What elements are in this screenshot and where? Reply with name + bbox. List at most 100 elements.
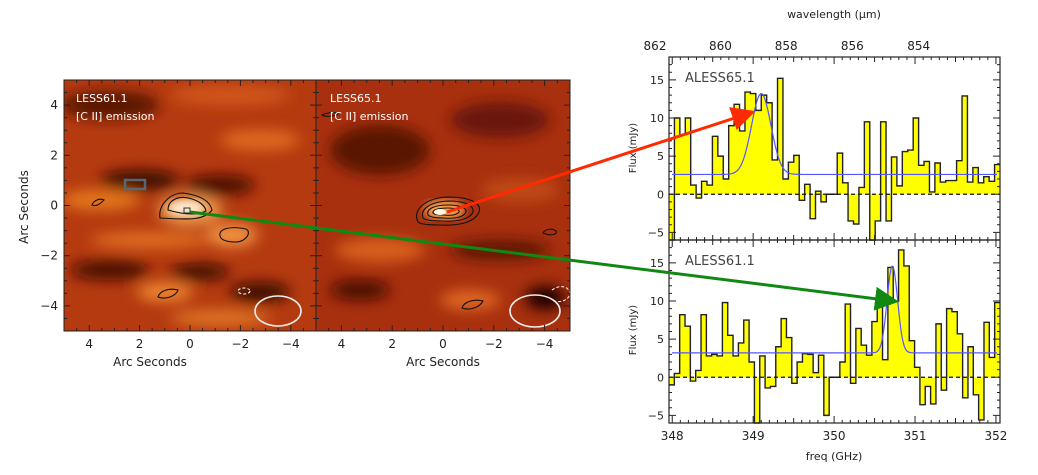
histogram-bar [848,194,854,221]
histogram-bar [701,314,707,378]
histogram-bar [802,353,809,378]
histogram-bar [896,185,903,195]
histogram-bar [669,377,675,385]
histogram-bar [743,320,750,378]
histogram-bar [967,346,974,378]
map-less61-image: LESS61.1 [C II] emission [64,80,316,331]
histogram-bar [903,265,910,378]
x-tick-label: 4 [85,337,93,351]
y-tick-label: 0 [657,371,664,384]
histogram-bar [797,362,803,378]
y-tick-label: 10 [650,295,664,308]
histogram-bar [759,355,766,378]
histogram-bar [877,303,883,378]
y-tick-label: 2 [50,148,58,162]
histogram-bar [813,372,819,378]
y-tick-label: 4 [50,98,58,112]
histogram-bar [754,377,761,423]
x-tick-label: 0 [439,337,447,351]
histogram-bar [919,377,926,405]
beam-ellipse [509,294,561,328]
histogram-bar [962,95,968,195]
histogram-bar [717,156,724,195]
histogram-bar [850,377,857,384]
arrow-less65-to-spectrum [446,107,756,214]
y-axis-label: Flux (mJy) [628,305,639,355]
histogram-bar [940,182,947,195]
histogram-bar [685,326,691,378]
histogram-bar [946,308,953,378]
source-marker [183,207,191,214]
map-title: LESS65.1 [330,92,382,105]
x-tick-label: 0 [186,337,194,351]
histogram-bar [972,167,979,195]
spectrum-aless61: −5 0 5 10 15 348 349 350 351 352 [648,239,1008,443]
histogram-bar [712,136,719,195]
x-tick-label: 350 [823,429,846,443]
histogram-bar [880,121,887,195]
contour [219,227,249,243]
histogram-bar [886,194,892,221]
histogram-bar [930,377,937,404]
y-tick-label: 10 [650,112,664,125]
y-tick-label: −5 [648,409,664,422]
histogram-bar [775,346,782,378]
histogram-bar [869,194,876,240]
histogram-bar [815,191,822,195]
histogram-bar [728,125,735,195]
histogram-bar [837,153,843,195]
histogram-bar [734,104,740,195]
histogram-bar [951,180,957,195]
histogram-bar [782,179,789,195]
x-tick-label: 352 [985,429,1008,443]
top-tick-label: 856 [841,39,864,53]
histogram-bar [679,134,686,195]
histogram-bar [674,118,681,195]
histogram-bar [994,302,1001,378]
x-tick-label: 349 [742,429,765,443]
histogram-bar [978,377,985,420]
top-tick-label: 854 [907,39,930,53]
histogram-bar [765,377,771,388]
histogram-bar [898,249,905,378]
histogram-bar [761,95,767,195]
histogram-bar [907,150,914,195]
map-title: LESS61.1 [76,92,128,105]
histogram-bar [861,345,867,378]
y-tick-label: 0 [657,188,664,201]
y-tick-label: 0 [50,199,58,213]
histogram-bar [750,93,757,195]
histogram-bar [983,322,990,378]
gray-box-marker [123,178,147,191]
histogram-bar [845,304,851,378]
histogram-bar [820,194,827,202]
histogram-bar [839,362,846,378]
histogram-bar [804,184,811,195]
histogram-bar [788,162,795,195]
histogram-bar [786,337,793,378]
histogram-bar [989,181,995,195]
histogram-bar [695,370,702,378]
histogram-bar [685,118,692,195]
beam-ellipse [254,295,302,327]
x-tick-label: 351 [904,429,927,443]
histogram-bar [853,194,860,224]
histogram-bar [723,179,729,195]
y-tick-label: −4 [40,299,58,313]
x-tick-label: 2 [136,337,144,351]
spectrum-label: ALESS61.1 [685,254,755,269]
histogram-bar [791,377,798,384]
histogram-bar [978,182,985,195]
histogram-bar [823,377,830,416]
histogram-bar [738,342,745,378]
histogram-bar [818,355,825,378]
histogram-bar [755,110,762,195]
histogram-bar [957,333,963,378]
histogram-bar [733,355,739,378]
histogram-bar [722,302,729,378]
map-less65-image: LESS65.1 [C II] emission [316,80,570,331]
x-tick-label: 348 [661,429,684,443]
histogram-bar [706,355,713,378]
